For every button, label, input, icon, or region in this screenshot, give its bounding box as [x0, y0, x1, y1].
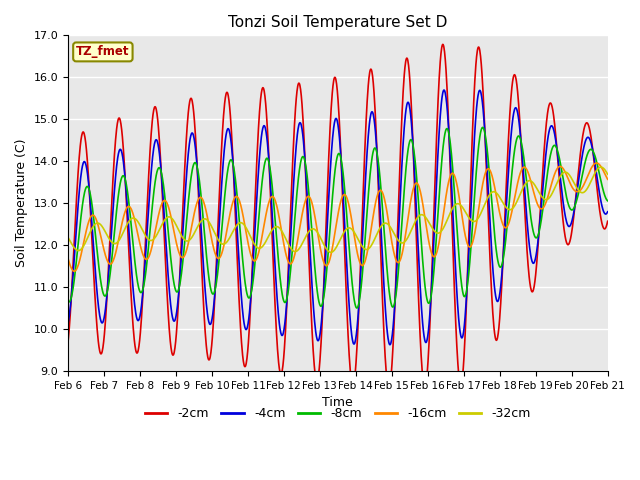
-8cm	[64, 299, 72, 304]
-8cm	[304, 182, 312, 188]
Line: -4cm: -4cm	[68, 90, 607, 345]
-4cm	[293, 135, 301, 141]
-8cm	[604, 198, 611, 204]
-8cm	[353, 305, 360, 311]
Text: TZ_fmet: TZ_fmet	[76, 46, 130, 59]
-2cm	[439, 41, 447, 47]
-32cm	[327, 250, 335, 255]
-32cm	[314, 230, 322, 236]
-32cm	[64, 235, 72, 240]
-32cm	[597, 164, 605, 170]
-4cm	[128, 269, 136, 275]
-2cm	[314, 376, 322, 382]
-32cm	[128, 216, 136, 221]
-16cm	[604, 177, 611, 182]
-4cm	[314, 338, 322, 344]
-32cm	[604, 171, 611, 177]
-2cm	[304, 235, 312, 240]
-4cm	[304, 211, 312, 217]
-16cm	[305, 193, 312, 199]
-8cm	[314, 293, 322, 299]
-4cm	[106, 255, 114, 261]
-2cm	[106, 239, 114, 245]
-4cm	[604, 209, 611, 215]
-16cm	[70, 268, 78, 274]
-32cm	[106, 237, 114, 242]
-16cm	[593, 160, 600, 166]
-16cm	[128, 208, 136, 214]
-8cm	[372, 145, 380, 151]
-4cm	[371, 125, 379, 131]
X-axis label: Time: Time	[323, 396, 353, 409]
-2cm	[371, 108, 379, 113]
-2cm	[604, 218, 611, 224]
-4cm	[64, 320, 72, 326]
-8cm	[293, 190, 301, 195]
Line: -32cm: -32cm	[68, 167, 607, 252]
-8cm	[106, 274, 114, 279]
-2cm	[128, 303, 136, 309]
-16cm	[64, 255, 72, 261]
-2cm	[64, 339, 72, 345]
Y-axis label: Soil Temperature (C): Soil Temperature (C)	[15, 139, 28, 267]
-16cm	[106, 261, 114, 267]
Title: Tonzi Soil Temperature Set D: Tonzi Soil Temperature Set D	[228, 15, 447, 30]
-2cm	[293, 88, 301, 94]
-8cm	[128, 228, 136, 233]
-16cm	[294, 239, 301, 245]
-16cm	[314, 233, 322, 239]
Legend: -2cm, -4cm, -8cm, -16cm, -32cm: -2cm, -4cm, -8cm, -16cm, -32cm	[140, 402, 536, 425]
-2cm	[385, 385, 392, 391]
-4cm	[386, 342, 394, 348]
Line: -8cm: -8cm	[68, 127, 607, 308]
-32cm	[372, 234, 380, 240]
Line: -2cm: -2cm	[68, 44, 607, 388]
-4cm	[440, 87, 447, 93]
-8cm	[479, 124, 486, 130]
-32cm	[304, 229, 312, 235]
-32cm	[293, 248, 301, 254]
Line: -16cm: -16cm	[68, 163, 607, 271]
-16cm	[372, 201, 380, 206]
